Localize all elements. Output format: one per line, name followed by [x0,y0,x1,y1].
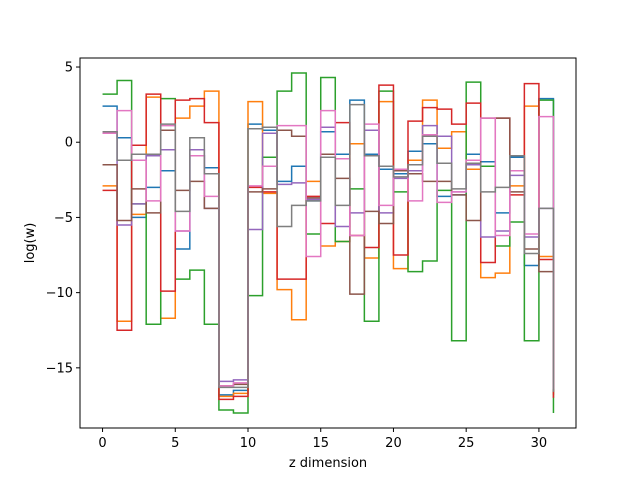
x-tick-label: 5 [171,436,179,451]
x-tick-label: 0 [98,436,106,451]
y-tick-label: 5 [65,61,73,76]
y-tick-label: −10 [46,286,73,301]
x-tick-label: 25 [458,436,475,451]
x-axis-label: z dimension [289,456,367,471]
y-tick-label: −5 [54,211,73,226]
plot-frame [79,57,577,429]
x-tick-label: 10 [240,436,257,451]
series-line-8 [102,103,555,392]
x-tick-label: 30 [531,436,548,451]
y-axis-label: log(w) [23,223,38,264]
y-tick-label: −15 [46,361,73,376]
x-tick-label: 15 [312,436,329,451]
x-axis: 0 5 10 15 20 25 30 [98,428,547,451]
y-tick-label: 0 [65,136,73,151]
x-tick-label: 20 [385,436,402,451]
series-line-7 [102,109,555,389]
series-layer [102,72,555,414]
y-axis: 5 0 −5 −10 −15 [46,61,80,376]
